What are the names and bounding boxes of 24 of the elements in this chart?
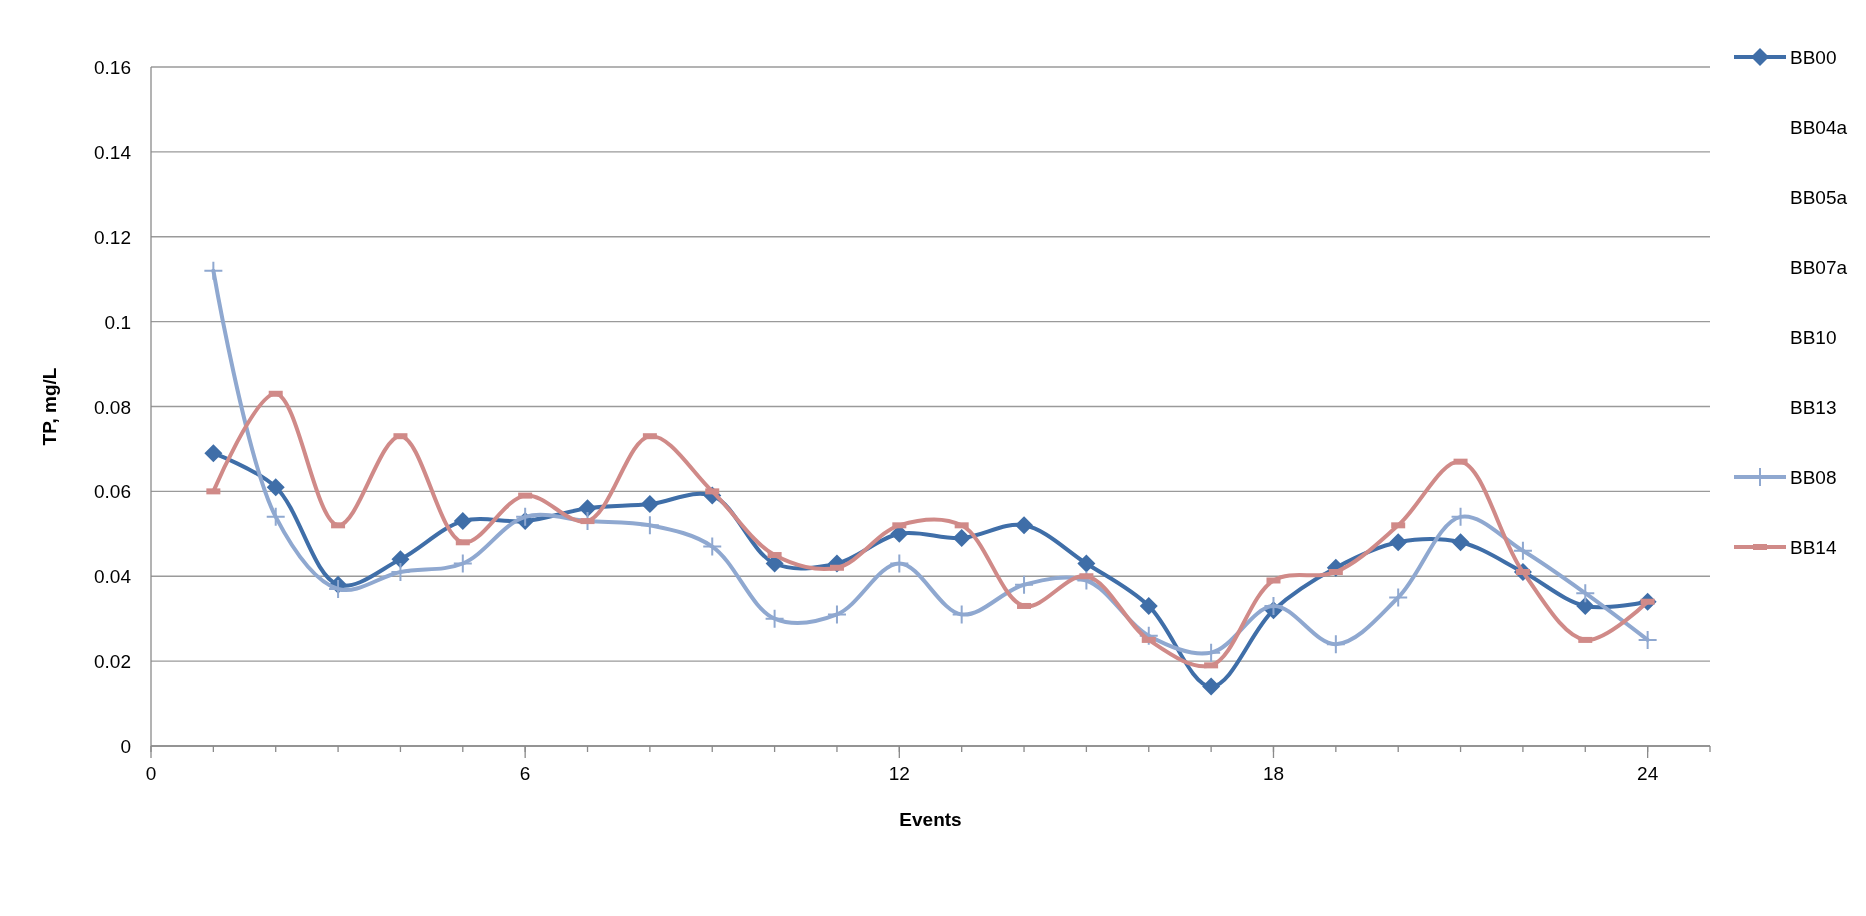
text: BB05a bbox=[1790, 187, 1848, 208]
y-axis-title: TP, mg/L bbox=[39, 367, 60, 446]
x-tick-label: 6 bbox=[519, 763, 531, 784]
y-tick-label: 0.08 bbox=[94, 396, 131, 418]
y-tick-label: 0.02 bbox=[94, 651, 131, 673]
text: BB13 bbox=[1790, 397, 1837, 418]
x-tick-label: 24 bbox=[1637, 763, 1659, 784]
y-tick-label: 0.04 bbox=[94, 566, 132, 588]
legend-label: BB08 bbox=[1790, 467, 1837, 488]
x-tick-label: 12 bbox=[888, 763, 910, 784]
y-tick-label: 0.14 bbox=[94, 141, 132, 163]
x-axis-title: Events bbox=[899, 809, 962, 830]
y-tick-label: 0.06 bbox=[94, 481, 131, 503]
x-tick-label: 0 bbox=[145, 763, 157, 784]
text: BB10 bbox=[1790, 327, 1837, 348]
y-tick-label: 0.1 bbox=[104, 311, 131, 333]
legend-label: BB00 bbox=[1790, 47, 1837, 68]
text: BB07a bbox=[1790, 257, 1848, 278]
y-tick-label: 0.12 bbox=[94, 226, 131, 248]
y-tick-label: 0 bbox=[120, 736, 131, 757]
y-tick-label: 0.16 bbox=[94, 57, 131, 78]
x-tick-label: 18 bbox=[1262, 763, 1285, 784]
legend-label: BB14 bbox=[1790, 537, 1837, 558]
text: BB04a bbox=[1790, 117, 1848, 138]
